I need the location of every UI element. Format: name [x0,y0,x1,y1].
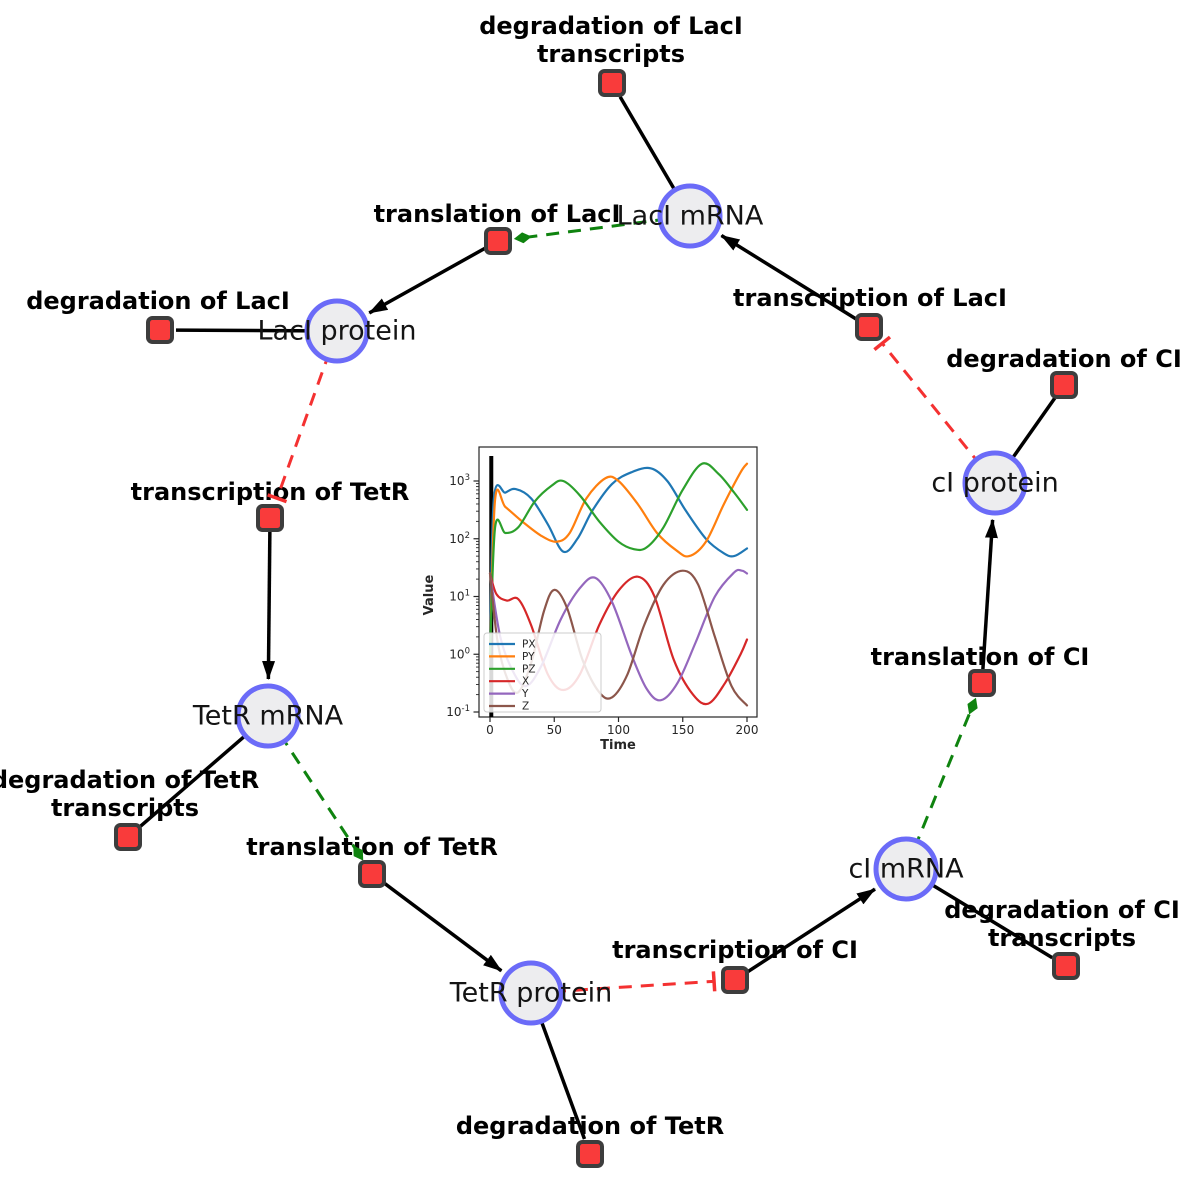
reaction-node-deg-tetr-transcripts[interactable] [114,823,142,851]
legend-label-PX: PX [522,639,536,651]
species-label-ci-mrna: cI mRNA [848,854,964,885]
reaction-label-deg-tetr: degradation of TetR [456,1112,724,1140]
y-tick-label: 100 [449,646,470,661]
y-tick-label: 103 [449,473,470,488]
reaction-node-deg-laci-transcripts[interactable] [598,69,626,97]
legend-label-PZ: PZ [522,663,536,675]
edge-production-transl-laci-laci-protein [368,239,499,315]
reaction-node-deg-ci-transcripts[interactable] [1052,952,1080,980]
plot-series-X [488,572,749,706]
reaction-label-deg-ci-transcripts: degradation of CI transcripts [944,896,1180,952]
x-tick-label: 200 [736,723,759,737]
reaction-label-transcr-ci: transcription of CI [612,936,858,964]
reaction-label-transl-laci: translation of LacI [374,200,621,228]
legend-label-Y: Y [521,688,529,700]
species-node-tetr-mrna[interactable] [235,683,301,749]
reaction-node-transcr-tetr[interactable] [256,504,284,532]
edge-production-transcr-tetr-tetr-mrna [262,517,276,681]
reaction-label-transl-ci: translation of CI [871,643,1090,671]
reaction-node-deg-ci[interactable] [1050,371,1078,399]
legend-label-Z: Z [522,701,529,713]
plot-y-axis: 10-1 100 101 102 103 Value [423,473,479,719]
reaction-label-transcr-laci: transcription of LacI [733,284,1007,312]
plot-series-PZ [488,462,749,656]
species-label-ci-protein: cI protein [931,468,1058,499]
x-tick-label: 100 [607,723,630,737]
species-node-ci-protein[interactable] [962,450,1028,516]
reaction-node-deg-laci[interactable] [146,316,174,344]
reaction-label-transcr-tetr: transcription of TetR [131,478,410,506]
x-tick-label: 50 [547,723,562,737]
reaction-node-transl-tetr[interactable] [358,860,386,888]
plot-ylabel: Value [423,574,437,615]
plot-x-axis: 0 50 100 150 200 Time [486,717,758,753]
species-label-tetr-protein: TetR protein [449,978,612,1009]
edge-production-transcr-ci-ci-mrna [734,887,876,982]
reaction-node-transl-laci[interactable] [484,227,512,255]
y-tick-label: 101 [449,589,470,604]
reaction-node-transcr-ci[interactable] [721,966,749,994]
species-label-laci-protein: LacI protein [258,316,417,347]
species-node-laci-mrna[interactable] [657,183,723,249]
reaction-node-deg-tetr[interactable] [576,1140,604,1168]
reaction-node-transcr-laci[interactable] [855,313,883,341]
edge-production-transl-ci-ci-protein [980,518,998,684]
nodes-layer [114,69,1080,1168]
x-tick-label: 150 [671,723,694,737]
species-node-ci-mrna[interactable] [873,836,939,902]
species-labels-layer: LacI mRNA LacI protein TetR mRNA TetR prote… [192,201,1059,1009]
reaction-node-transl-ci[interactable] [968,669,996,697]
plot-series-PX [488,466,749,656]
y-tick-label: 102 [449,531,470,546]
legend-label-X: X [522,676,529,688]
reaction-label-deg-ci: degradation of CI [946,345,1182,373]
edge-production-transcr-laci-laci-mrna [720,234,870,329]
legend-box [483,632,602,713]
species-label-laci-mrna: LacI mRNA [617,201,764,232]
reaction-label-deg-laci-transcripts: degradation of LacI transcripts [479,12,743,68]
timeseries-plot: 0 50 100 150 200Time10-1100101102103ValuePXP… [423,437,775,767]
y-tick-label: 10-1 [446,704,470,719]
species-node-laci-protein[interactable] [304,298,370,364]
species-node-tetr-protein[interactable] [498,960,564,1026]
reaction-label-transl-tetr: translation of TetR [246,833,498,861]
reaction-labels-layer: degradation of LacI transcripts translatio… [0,12,1182,1140]
x-tick-label: 0 [486,723,494,737]
edge-production-transl-tetr-tetr-protein [370,872,503,973]
reaction-label-deg-tetr-transcripts: degradation of TetR transcripts [0,766,259,822]
plot-series-PY [488,462,749,656]
plot-xlabel: Time [600,738,636,753]
legend-label-PY: PY [522,651,535,663]
reaction-label-deg-laci: degradation of LacI [26,287,290,315]
species-label-tetr-mrna: TetR mRNA [192,701,344,732]
